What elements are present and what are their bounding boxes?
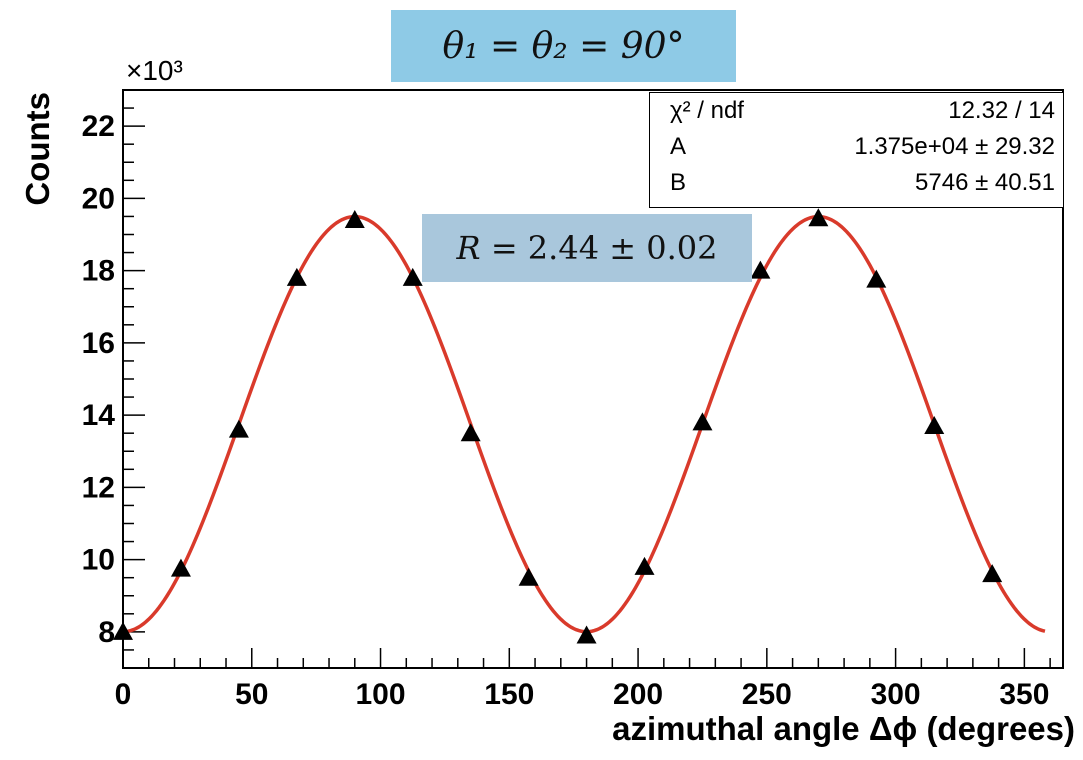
data-point bbox=[634, 556, 655, 575]
data-point bbox=[286, 267, 307, 286]
data-point bbox=[866, 269, 887, 288]
fit-stats-box: χ² / ndf 12.32 / 14 A 1.375e+04 ± 29.32 … bbox=[649, 92, 1064, 208]
data-point bbox=[402, 267, 423, 286]
ratio-text: = 2.44 ± 0.02 bbox=[480, 229, 718, 267]
y-tick-label: 12 bbox=[82, 471, 115, 504]
data-point bbox=[982, 564, 1003, 583]
x-tick-label: 150 bbox=[484, 678, 534, 711]
x-tick-label: 350 bbox=[999, 678, 1049, 711]
data-point bbox=[692, 412, 713, 431]
data-point bbox=[750, 260, 771, 279]
stat-row-a: A 1.375e+04 ± 29.32 bbox=[670, 133, 1055, 161]
data-point bbox=[344, 210, 365, 229]
data-point bbox=[460, 423, 481, 442]
x-tick-label: 0 bbox=[115, 678, 132, 711]
data-point bbox=[113, 621, 133, 640]
data-point bbox=[576, 625, 597, 644]
x-tick-label: 100 bbox=[356, 678, 406, 711]
stat-value: 1.375e+04 ± 29.32 bbox=[854, 133, 1055, 160]
stat-label: B bbox=[670, 169, 687, 196]
y-tick-label: 14 bbox=[82, 399, 116, 432]
x-tick-label: 200 bbox=[613, 678, 663, 711]
y-tick-label: 8 bbox=[98, 616, 115, 649]
data-point bbox=[924, 415, 945, 434]
ratio-box: R = 2.44 ± 0.02 bbox=[422, 214, 752, 282]
data-point bbox=[170, 558, 191, 577]
title-angle-text: θ₁ = θ₂ = 90° bbox=[442, 25, 685, 67]
x-tick-label: 300 bbox=[871, 678, 921, 711]
y-tick-label: 20 bbox=[82, 182, 115, 215]
data-point bbox=[518, 567, 539, 586]
y-tick-label: 16 bbox=[82, 327, 115, 360]
stat-value: 12.32 / 14 bbox=[948, 97, 1055, 124]
x-tick-label: 50 bbox=[235, 678, 268, 711]
y-multiplier-label: ×10³ bbox=[126, 55, 183, 86]
stat-label: A bbox=[670, 133, 687, 160]
ratio-symbol: R bbox=[456, 229, 481, 267]
stat-row-b: B 5746 ± 40.51 bbox=[670, 169, 1055, 197]
title-angle-box: θ₁ = θ₂ = 90° bbox=[391, 10, 736, 82]
y-tick-label: 22 bbox=[82, 110, 115, 143]
y-axis-label: Counts bbox=[19, 92, 56, 206]
y-tick-label: 10 bbox=[82, 544, 115, 577]
stat-row-chi2: χ² / ndf 12.32 / 14 bbox=[670, 97, 1055, 125]
data-point bbox=[808, 208, 829, 227]
data-point bbox=[228, 419, 249, 438]
y-tick-label: 18 bbox=[82, 255, 115, 288]
stat-label: χ² / ndf bbox=[670, 97, 744, 124]
x-axis-label: azimuthal angle Δϕ (degrees) bbox=[612, 710, 1075, 747]
stat-value: 5746 ± 40.51 bbox=[915, 169, 1055, 196]
x-tick-label: 250 bbox=[742, 678, 792, 711]
